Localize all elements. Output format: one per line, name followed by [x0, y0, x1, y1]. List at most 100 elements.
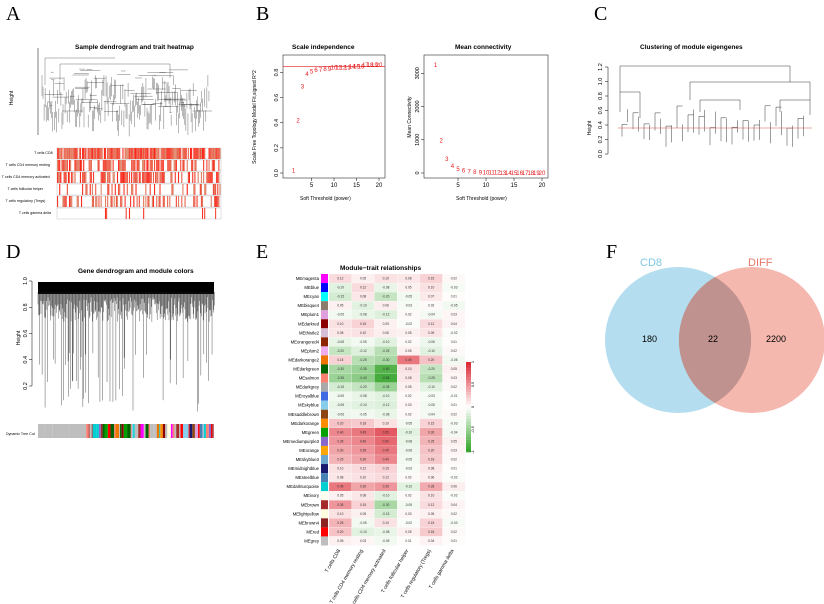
trait-cell	[121, 172, 123, 183]
trait-cell	[135, 148, 137, 159]
trait-cell	[179, 148, 181, 159]
legend-gradient-step	[466, 437, 471, 441]
module-color-segment	[61, 424, 70, 438]
trait-cell	[83, 148, 85, 159]
module-color-segment	[182, 424, 186, 438]
trait-cell	[143, 148, 145, 159]
legend-gradient-step	[466, 440, 471, 444]
trait-cell	[95, 196, 97, 207]
trait-cell	[177, 172, 180, 183]
trait-cell	[143, 196, 145, 207]
heatmap-cell-value: 0.05	[337, 494, 343, 498]
legend-gradient-step	[466, 434, 471, 438]
trait-cell	[183, 160, 185, 171]
trait-cell	[217, 184, 219, 195]
trait-cell	[134, 160, 136, 171]
heatmap-cell-value: 0.02	[405, 394, 411, 398]
trait-cell	[126, 148, 128, 159]
legend-gradient-step	[466, 428, 471, 432]
trait-cell	[112, 148, 114, 159]
trait-cell	[144, 148, 146, 159]
legend-tick-label: 0	[470, 405, 475, 408]
mean-connectivity-ytick-label: 0	[415, 171, 421, 174]
trait-cell	[100, 196, 102, 207]
heatmap-cell-value: -0.30	[382, 358, 389, 362]
heatmap-cell-value: -0.06	[337, 412, 344, 416]
trait-cell	[136, 160, 138, 171]
trait-cell	[215, 184, 217, 195]
trait-cell	[120, 172, 122, 183]
trait-cell	[216, 172, 218, 183]
trait-cell	[161, 148, 163, 159]
trait-cell	[199, 148, 201, 159]
trait-cell	[100, 148, 102, 159]
module-color-segment	[127, 424, 131, 438]
trait-cell	[191, 160, 193, 171]
trait-cell	[79, 172, 81, 183]
trait-cell	[207, 172, 209, 183]
trait-cell	[155, 172, 157, 183]
module-row-label: MEdarkred	[298, 321, 320, 326]
trait-cell	[125, 172, 127, 183]
scale-independence-point-label: 6	[314, 68, 318, 74]
trait-cell	[131, 172, 133, 183]
heatmap-cell-value: 0.45	[360, 430, 366, 434]
trait-cell	[85, 172, 87, 183]
heatmap-cell-value: 0.15	[428, 521, 434, 525]
heatmap-cell-value: -0.08	[359, 313, 366, 317]
panel-label-a: A	[6, 3, 21, 25]
trait-cell	[158, 196, 160, 207]
trait-cell	[119, 160, 121, 171]
heatmap-cell-value: 0.04	[428, 539, 434, 543]
module-color-segment	[86, 424, 89, 438]
heatmap-cell-value: 0.10	[428, 286, 434, 290]
heatmap-cell-value: 0.25	[337, 521, 343, 525]
scale-independence-point-label: 13	[344, 66, 351, 72]
module-color-segment	[92, 424, 97, 438]
scale-independence-point-label: 11	[335, 66, 342, 72]
heatmap-cell-value: 0.30	[360, 485, 366, 489]
trait-label: T cells regulatory (Tregs)	[5, 199, 46, 203]
heatmap-cell-value: -0.02	[405, 322, 412, 326]
trait-cell	[106, 208, 108, 219]
module-color-swatch	[321, 319, 328, 329]
trait-cell	[194, 148, 196, 159]
heatmap-cell-value: 0.12	[428, 322, 434, 326]
trait-cell	[125, 208, 127, 219]
module-color-segment	[172, 424, 175, 438]
mean-connectivity-point-label: 13	[499, 171, 506, 177]
trait-cell	[158, 160, 160, 171]
trait-cell	[154, 148, 156, 159]
module-color-segment	[192, 424, 195, 438]
trait-cell	[130, 148, 132, 159]
trait-cell	[77, 196, 79, 207]
mean-connectivity-point-label: 2	[440, 138, 444, 144]
trait-cell	[65, 148, 67, 159]
trait-cell	[144, 172, 146, 183]
module-color-segment	[114, 424, 116, 438]
trait-cell	[57, 160, 59, 171]
trait-cell	[192, 160, 194, 171]
trait-cell	[143, 160, 145, 171]
module-row-label: MEsalmon	[299, 376, 320, 381]
trait-cell	[151, 160, 153, 171]
heatmap-cell-value: 0.05	[405, 331, 411, 335]
heatmap-cell-value: -0.15	[382, 512, 389, 516]
heatmap-cell-value: 0.15	[360, 503, 366, 507]
trait-cell	[152, 148, 155, 159]
dynamic-tree-cut-label: Dynamic Tree Cut	[6, 432, 35, 436]
trait-cell	[115, 196, 117, 207]
module-color-segment	[148, 424, 151, 438]
scale-independence-point-label: 15	[353, 64, 360, 70]
scale-independence-ytick-label: 0.0	[274, 169, 280, 177]
module-color-segment	[210, 424, 213, 438]
module-color-swatch	[321, 482, 328, 492]
legend-gradient-step	[466, 410, 471, 414]
trait-cell	[128, 148, 131, 159]
mean-connectivity-point-label: 4	[451, 164, 455, 170]
trait-cell	[89, 184, 91, 195]
heatmap-cell-value: 0.30	[337, 448, 343, 452]
trait-cell	[160, 148, 162, 159]
trait-cell	[187, 172, 189, 183]
